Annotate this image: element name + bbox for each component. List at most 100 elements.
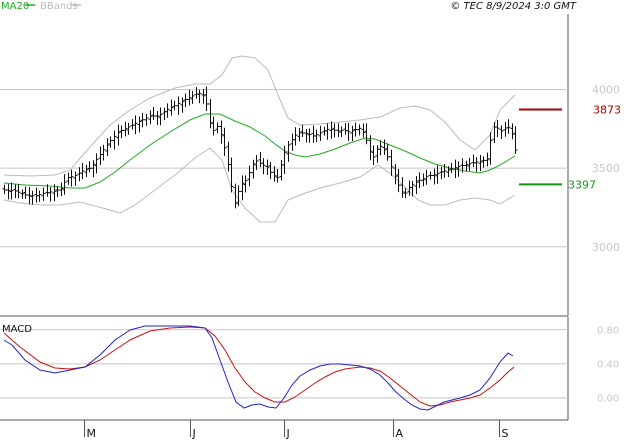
ohlc-bar <box>513 126 518 154</box>
ohlc-bar <box>265 159 270 176</box>
ohlc-bar <box>290 133 295 151</box>
ohlc-bar <box>123 121 128 137</box>
ohlc-bar <box>393 164 398 185</box>
ohlc-bar <box>453 159 458 179</box>
ohlc-bar <box>389 149 394 176</box>
ohlc-bar <box>499 125 504 139</box>
ohlc-bar <box>282 145 287 174</box>
ohlc-bar <box>382 139 387 155</box>
ohlc-bar <box>108 136 113 148</box>
ohlc-bar <box>62 174 67 195</box>
ohlc-bar <box>9 182 14 200</box>
ohlc-bar <box>400 177 405 198</box>
ohlc-bar <box>27 187 32 205</box>
bbands-legend-label: BBands <box>40 1 78 12</box>
ohlc-bar <box>73 171 78 186</box>
ohlc-bar <box>165 103 170 118</box>
ohlc-bar <box>258 151 263 168</box>
macd-y-tick-label: 0.00 <box>597 393 619 404</box>
ohlc-bar <box>158 107 163 126</box>
ohlc-bar <box>233 183 238 209</box>
timestamp-label: © TEC 8/9/2024 3:0 GMT <box>450 1 577 12</box>
ohlc-bar <box>424 169 429 185</box>
ohlc-bar <box>336 123 341 137</box>
ohlc-bar <box>371 145 376 165</box>
ohlc-bar <box>229 157 234 193</box>
ohlc-bar <box>137 116 142 133</box>
ohlc-bar <box>176 96 181 115</box>
ohlc-bar <box>84 164 89 178</box>
ohlc-bar <box>101 144 106 161</box>
ohlc-bar <box>148 110 153 125</box>
x-axis-tick-label: J <box>192 427 196 440</box>
ohlc-bar <box>485 152 490 167</box>
x-axis-tick-label: A <box>396 427 404 440</box>
ohlc-bar <box>180 97 185 113</box>
ohlc-bar <box>211 116 216 136</box>
ohlc-bar <box>162 107 167 121</box>
ohlc-bar <box>197 89 202 104</box>
ohlc-bar <box>456 161 461 177</box>
support-level-label: 3397 <box>568 178 596 191</box>
ohlc-bar <box>215 122 220 134</box>
ohlc-bar <box>251 159 256 179</box>
ohlc-bar <box>350 125 355 142</box>
macd-y-tick-label: 0.40 <box>597 359 619 370</box>
ohlc-bar <box>471 154 476 167</box>
ohlc-bar <box>378 140 383 156</box>
ohlc-bar <box>318 125 323 141</box>
ohlc-bar <box>339 126 344 138</box>
ohlc-bar <box>133 115 138 135</box>
ohlc-bar <box>23 186 28 200</box>
ohlc-bar <box>116 124 121 146</box>
ohlc-bar <box>151 107 156 120</box>
ohlc-bar <box>204 86 209 111</box>
lower-bollinger-band <box>3 147 516 223</box>
ohlc-bar <box>503 121 508 137</box>
ohlc-bar <box>169 99 174 116</box>
ohlc-bar <box>190 90 195 104</box>
price-y-tick-label: 3500 <box>592 162 620 175</box>
ohlc-bar <box>325 123 330 140</box>
ohlc-bar <box>488 132 493 165</box>
ohlc-bar <box>506 119 511 134</box>
ohlc-bar <box>275 169 280 183</box>
ohlc-bar <box>510 123 515 140</box>
ohlc-bar <box>364 123 369 145</box>
ohlc-bar <box>183 93 188 108</box>
ohlc-bar <box>37 190 42 202</box>
ohlc-bar <box>144 114 149 126</box>
ohlc-bar <box>243 175 248 193</box>
ohlc-bar <box>254 155 259 170</box>
ohlc-bar <box>314 129 319 142</box>
ohlc-bar <box>59 182 64 197</box>
ma20-line <box>3 113 516 189</box>
ohlc-bar <box>414 176 419 195</box>
x-axis-tick-label: M <box>87 427 97 440</box>
price-y-tick-label: 4000 <box>592 84 620 97</box>
ohlc-bar <box>119 125 124 139</box>
ohlc-bar <box>449 162 454 174</box>
ohlc-bar <box>91 160 96 178</box>
upper-bollinger-band <box>3 55 516 177</box>
ohlc-bar <box>98 146 103 166</box>
ohlc-bar <box>300 124 305 137</box>
ohlc-bar <box>481 156 486 168</box>
ohlc-bar <box>52 184 57 202</box>
ohlc-bar <box>346 122 351 141</box>
ohlc-bar <box>403 187 408 199</box>
ohlc-bar <box>16 183 21 199</box>
ohlc-bar <box>311 125 316 143</box>
ohlc-bar <box>410 180 415 197</box>
macd-signal-line <box>3 326 515 407</box>
ohlc-bar <box>94 153 99 174</box>
ohlc-bar <box>247 165 252 187</box>
ohlc-bar <box>236 185 241 207</box>
ohlc-bar <box>2 184 7 194</box>
ohlc-bar <box>385 143 390 161</box>
ohlc-bar <box>478 155 483 172</box>
ohlc-bar <box>460 158 465 173</box>
ohlc-bar <box>226 141 231 172</box>
ohlc-bar <box>361 123 366 138</box>
